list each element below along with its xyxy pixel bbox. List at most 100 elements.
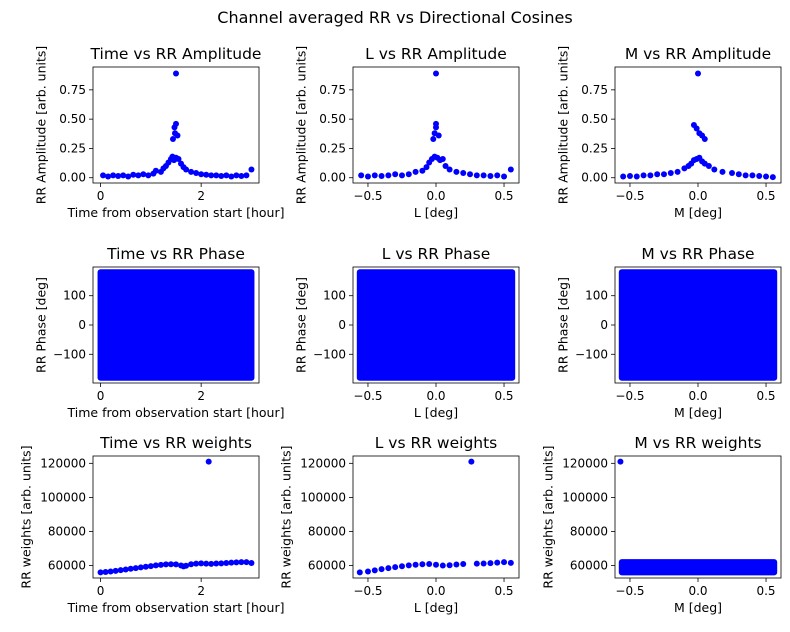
x-axis-label: Time from observation start [hour]	[67, 600, 285, 615]
plot-area	[100, 70, 255, 180]
scatter-point	[763, 173, 770, 180]
y-tick-label: 0.25	[581, 141, 608, 155]
scatter-point	[248, 166, 255, 173]
panel-title: Time vs RR Amplitude	[90, 45, 262, 63]
y-tick-label: 0.50	[319, 112, 346, 126]
scatter-point	[711, 166, 718, 173]
scatter-point	[122, 566, 129, 573]
scatter-point	[371, 172, 378, 179]
scatter-point	[412, 561, 419, 568]
panel-title: L vs RR Phase	[382, 245, 491, 263]
scatter-point	[117, 567, 124, 574]
panel-l-amp: −0.5 0.0 0.5 0.00 0.25 0.50 0.75 L vs RR Amplit…	[293, 45, 520, 220]
scatter-point	[430, 136, 437, 143]
scatter-point	[213, 560, 220, 567]
scatter-point	[446, 562, 453, 569]
scatter-point	[640, 172, 647, 179]
scatter-point	[208, 560, 215, 567]
scatter-point	[112, 567, 119, 574]
scatter-point	[171, 130, 178, 137]
panel-m-weights: −0.5 0.0 0.5 60000 80000 100000 120000 M vs RR …	[541, 434, 782, 615]
scatter-point	[705, 163, 712, 170]
y-tick-label: 100	[63, 289, 86, 303]
scatter-point	[468, 458, 475, 465]
scatter-point	[173, 120, 179, 127]
scatter-point	[501, 559, 508, 566]
scatter-point	[157, 561, 164, 568]
y-tick-label: 100000	[300, 490, 346, 504]
scatter-point	[620, 173, 627, 180]
panel-m-phase: −0.5 0.0 0.5 −100 0 100 M vs RR Phase M [deg] RR…	[555, 245, 782, 420]
scatter-point	[501, 173, 508, 180]
scatter-point	[398, 172, 405, 179]
scatter-point	[385, 172, 392, 179]
scatter-point	[398, 563, 405, 570]
scatter-point	[364, 173, 371, 180]
scatter-point	[371, 567, 378, 574]
x-tick-label: 0	[97, 584, 105, 598]
scatter-point	[100, 172, 107, 179]
scatter-point	[175, 155, 182, 162]
scatter-point	[243, 559, 250, 566]
panel-title: L vs RR weights	[375, 434, 498, 452]
scatter-point	[173, 561, 179, 568]
y-tick-label: 0.50	[581, 112, 608, 126]
x-tick-label: 0.0	[688, 189, 707, 203]
panel-title: M vs RR Amplitude	[625, 45, 771, 63]
scatter-point	[453, 561, 460, 568]
scatter-point	[487, 172, 494, 179]
scatter-point	[480, 560, 487, 567]
scatter-point	[105, 173, 112, 180]
scatter-point	[633, 173, 640, 180]
scatter-point	[169, 136, 176, 143]
y-tick-label: 80000	[570, 524, 608, 538]
scatter-point	[695, 70, 701, 77]
y-tick-label: 0.75	[319, 83, 346, 97]
scatter-point	[660, 171, 667, 178]
figure-suptitle: Channel averaged RR vs Directional Cosin…	[217, 8, 572, 27]
scatter-point	[667, 170, 674, 177]
x-axis-label: Time from observation start [hour]	[67, 405, 285, 420]
y-axis-label: RR weights [arb. units]	[19, 445, 34, 588]
x-tick-label: −0.5	[353, 389, 382, 403]
scatter-point	[507, 559, 514, 566]
scatter-point	[188, 168, 195, 175]
y-tick-label: 0.75	[581, 83, 608, 97]
y-tick-label: 0	[78, 318, 86, 332]
y-tick-label: 100000	[40, 490, 86, 504]
scatter-point	[198, 560, 205, 567]
scatter-point	[453, 168, 460, 175]
scatter-point	[749, 172, 756, 179]
scatter-point	[205, 458, 212, 465]
x-tick-label: 0.5	[494, 584, 513, 598]
y-tick-label: 0.00	[581, 171, 608, 185]
scatter-point	[193, 170, 200, 177]
x-tick-label: 0	[97, 389, 105, 403]
scatter-point	[152, 562, 159, 569]
dense-scatter-region	[97, 269, 255, 381]
scatter-point	[446, 166, 453, 173]
scatter-point	[405, 171, 412, 178]
scatter-point	[654, 171, 661, 178]
axes-frame	[92, 455, 260, 579]
scatter-point	[97, 569, 104, 576]
x-tick-label: −0.5	[353, 584, 382, 598]
x-tick-label: 2	[197, 584, 205, 598]
x-tick-label: 0.0	[688, 584, 707, 598]
scatter-point	[173, 70, 179, 77]
scatter-point	[735, 171, 742, 178]
scatter-point	[487, 560, 494, 567]
y-tick-label: 0.00	[319, 171, 346, 185]
y-tick-label: 0.25	[319, 141, 346, 155]
panel-time-phase: 0 2 −100 0 100 Time vs RR Phase Time from obse…	[33, 245, 284, 420]
scatter-point	[203, 171, 210, 178]
y-tick-label: −100	[53, 347, 86, 361]
y-tick-label: −100	[575, 347, 608, 361]
x-tick-label: 0.0	[688, 389, 707, 403]
y-axis-label: RR Phase [deg]	[293, 277, 308, 373]
scatter-point	[356, 569, 363, 576]
scatter-point	[674, 168, 681, 175]
scatter-point	[729, 170, 736, 177]
